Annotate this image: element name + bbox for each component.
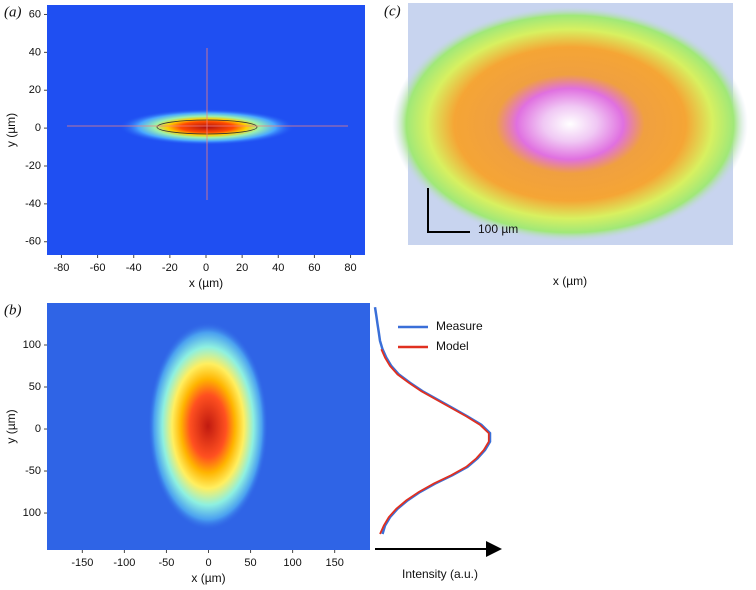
x-axis-label: Intensity (a.u.): [402, 567, 478, 581]
y-tick-label: -20: [25, 160, 41, 172]
x-tick-label: 40: [272, 262, 284, 274]
x-tick-label: -60: [90, 262, 106, 274]
y-tick-label: 20: [29, 84, 41, 96]
panel-label: (a): [4, 4, 22, 20]
x-tick-label: -40: [126, 262, 142, 274]
panel-label: (b): [4, 302, 22, 318]
x-tick-label: 50: [244, 557, 256, 569]
x-tick-label: 150: [325, 557, 343, 569]
y-tick-label: 100: [23, 507, 41, 519]
y-tick-label: 0: [35, 122, 41, 134]
y-axis-label: y (µm): [4, 113, 18, 147]
y-tick-label: -60: [25, 236, 41, 248]
x-tick-label: -100: [113, 557, 135, 569]
x-tick-label: -50: [158, 557, 174, 569]
x-tick-label: 20: [236, 262, 248, 274]
x-tick-label: 60: [308, 262, 320, 274]
x-axis-label: x (µm): [191, 571, 225, 585]
x-tick-label: 0: [205, 557, 211, 569]
beam-spot: [148, 322, 268, 530]
profile-line: [379, 348, 490, 535]
x-axis-label: x (µm): [189, 276, 223, 290]
beam-image: [392, 6, 748, 242]
y-tick-label: -50: [25, 465, 41, 477]
legend-label: Measure: [436, 319, 483, 333]
panel-label: (c): [384, 3, 401, 19]
scale-bar-label: 100 µm: [478, 222, 518, 236]
x-tick-label: -20: [162, 262, 178, 274]
x-tick-label: 0: [203, 262, 209, 274]
y-tick-label: 60: [29, 8, 41, 20]
legend-label: Model: [436, 339, 469, 353]
scale-bar: [427, 188, 470, 233]
y-tick-label: 50: [29, 381, 41, 393]
y-axis-label: y (µm): [4, 409, 18, 443]
x-tick-label: 100: [283, 557, 301, 569]
x-tick-label: -150: [71, 557, 93, 569]
y-tick-label: 100: [23, 339, 41, 351]
x-tick-label: -80: [54, 262, 70, 274]
x-axis-label: x (µm): [553, 274, 587, 288]
y-tick-label: 0: [35, 423, 41, 435]
y-tick-label: 40: [29, 46, 41, 58]
y-tick-label: -40: [25, 198, 41, 210]
x-tick-label: 80: [344, 262, 356, 274]
